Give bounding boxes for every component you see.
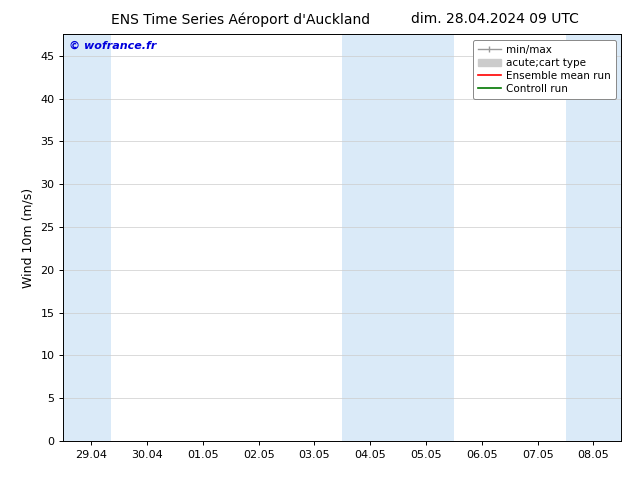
Text: © wofrance.fr: © wofrance.fr — [69, 40, 157, 50]
Bar — [63, 34, 111, 441]
Text: ENS Time Series Aéroport d'Auckland: ENS Time Series Aéroport d'Auckland — [112, 12, 370, 27]
Bar — [566, 34, 621, 441]
Bar — [342, 34, 454, 441]
Legend: min/max, acute;cart type, Ensemble mean run, Controll run: min/max, acute;cart type, Ensemble mean … — [473, 40, 616, 99]
Text: dim. 28.04.2024 09 UTC: dim. 28.04.2024 09 UTC — [411, 12, 578, 26]
Y-axis label: Wind 10m (m/s): Wind 10m (m/s) — [22, 188, 35, 288]
